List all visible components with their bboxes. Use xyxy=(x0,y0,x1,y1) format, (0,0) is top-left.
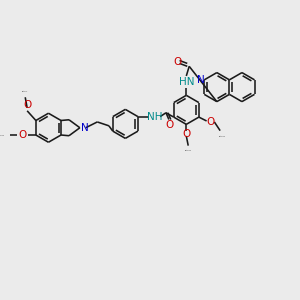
Text: HN: HN xyxy=(178,77,194,87)
Text: NH: NH xyxy=(147,112,162,122)
Text: N: N xyxy=(81,123,88,133)
Text: methoxy4: methoxy4 xyxy=(218,136,226,137)
Text: O: O xyxy=(182,129,190,139)
Text: O: O xyxy=(206,117,214,127)
Text: methoxy2: methoxy2 xyxy=(0,134,4,136)
Text: O: O xyxy=(23,100,31,110)
Text: N: N xyxy=(196,75,204,85)
Text: O: O xyxy=(173,57,182,68)
Text: O: O xyxy=(166,120,174,130)
Text: methoxy3: methoxy3 xyxy=(185,150,192,151)
Text: O: O xyxy=(18,130,26,140)
Text: methoxy: methoxy xyxy=(22,91,28,92)
